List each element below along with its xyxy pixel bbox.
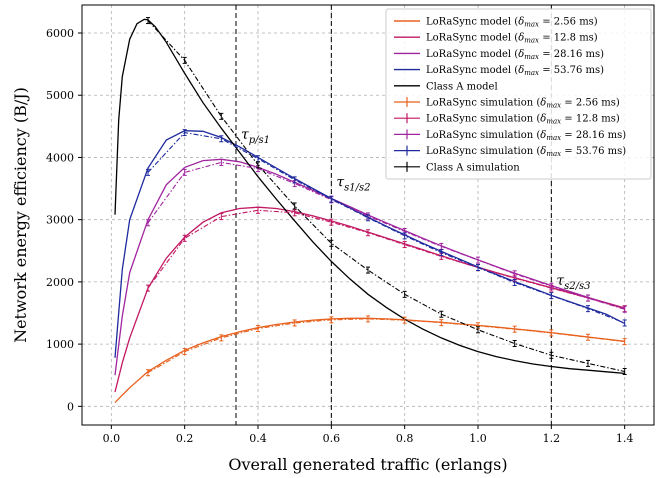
series-line-0	[114, 317, 625, 404]
axis-ticks: 0.0 0.2 0.4 0.6 0.8 1.0 1.2 1.4 0 1000 2000 3000 400…	[46, 27, 633, 445]
legend-label-1: LoRaSync model (δmax = 12.8 ms)	[426, 33, 598, 45]
x-tick-label-0: 0.0	[103, 432, 121, 445]
threshold-label-0: τp/s1	[241, 127, 270, 146]
series-line-2	[114, 158, 625, 376]
series-line-5	[147, 318, 625, 374]
y-tick-label-0: 0	[67, 400, 74, 413]
series-line-7	[147, 161, 625, 310]
legend-label-5: LoRaSync simulation (δmax = 2.56 ms)	[426, 98, 620, 110]
x-tick-label-5: 1.0	[469, 432, 487, 445]
legend-label-0: LoRaSync model (δmax = 2.56 ms)	[426, 17, 598, 29]
x-tick-label-1: 0.2	[176, 432, 194, 445]
legend-label-7: LoRaSync simulation (δmax = 28.16 ms)	[426, 130, 626, 142]
legend-label-8: LoRaSync simulation (δmax = 53.76 ms)	[426, 146, 626, 158]
plot-frame	[81, 4, 655, 426]
x-tick-label-3: 0.6	[323, 432, 341, 445]
legend-label-6: LoRaSync simulation (δmax = 12.8 ms)	[426, 114, 620, 126]
series-line-8	[147, 132, 625, 324]
x-tick-label-4: 0.8	[396, 432, 414, 445]
x-tick-label-2: 0.4	[249, 432, 267, 445]
series-group	[114, 17, 627, 404]
threshold-label-2: τs2/s3	[556, 273, 590, 292]
legend-label-4: Class A model	[426, 81, 498, 92]
legend: LoRaSync model (δmax = 2.56 ms) LoRaSync …	[385, 8, 652, 180]
legend-label-9: Class A simulation	[426, 162, 520, 173]
series-line-3	[114, 130, 625, 358]
x-tick-label-6: 1.2	[543, 432, 561, 445]
y-tick-label-1: 1000	[46, 338, 74, 351]
x-axis-label: Overall generated traffic (erlangs)	[228, 455, 507, 474]
threshold-lines	[235, 5, 552, 425]
legend-box	[385, 8, 652, 180]
y-tick-label-2: 2000	[46, 276, 74, 289]
y-tick-label-4: 4000	[46, 151, 74, 164]
threshold-annotations: τp/s1 τs1/s2 τs2/s3	[241, 127, 590, 292]
series-line-4	[114, 18, 625, 375]
y-tick-label-3: 3000	[46, 214, 74, 227]
legend-label-2: LoRaSync model (δmax = 28.16 ms)	[426, 49, 604, 61]
x-tick-label-7: 1.4	[616, 432, 634, 445]
y-tick-label-6: 6000	[46, 27, 74, 40]
series-line-1	[114, 206, 625, 393]
series-line-6	[147, 209, 625, 310]
threshold-label-1: τs1/s2	[336, 175, 370, 194]
legend-label-3: LoRaSync model (δmax = 53.76 ms)	[426, 65, 604, 77]
y-tick-label-5: 5000	[46, 89, 74, 102]
y-axis-label: Network energy efficiency (B/J)	[11, 87, 30, 343]
